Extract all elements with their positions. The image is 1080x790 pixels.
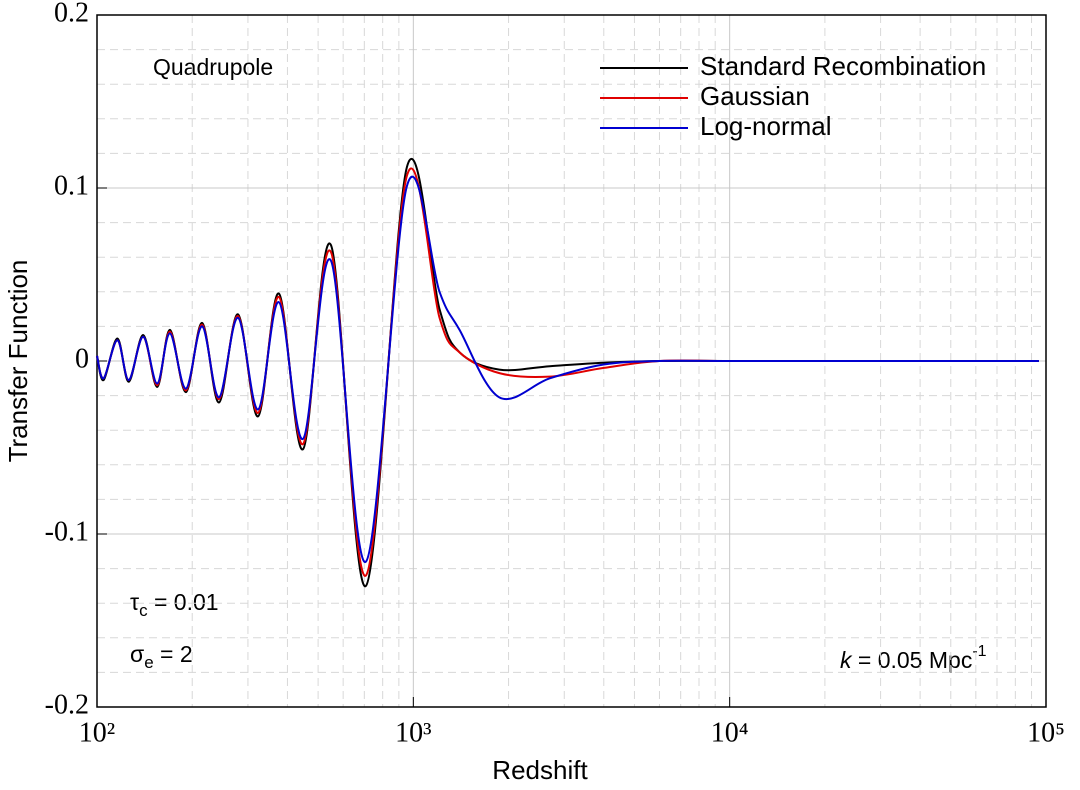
annotation: σe = 2 <box>130 641 193 672</box>
legend-label: Log-normal <box>700 111 832 141</box>
text: = 0.05 Mpc <box>852 647 973 673</box>
annotation: τc = 0.01 <box>130 589 219 620</box>
subscript: c <box>139 601 148 620</box>
y-tick-label: 0.1 <box>54 170 89 201</box>
y-tick-label: -0.2 <box>45 689 89 720</box>
x-tick-label: 10³ <box>395 717 431 748</box>
x-tick-label: 10⁵ <box>1027 717 1065 748</box>
y-tick-label: -0.1 <box>45 516 89 547</box>
x-tick-label: 10² <box>79 717 115 748</box>
y-axis-label: Transfer Function <box>3 260 33 463</box>
x-tick-label: 10⁴ <box>711 717 749 748</box>
y-tick-label: 0 <box>75 343 89 374</box>
x-axis-label: Redshift <box>492 755 588 785</box>
annotation: k = 0.05 Mpc-1 <box>840 643 987 673</box>
y-tick-label: 0.2 <box>54 0 89 28</box>
text: = 0.01 <box>148 589 219 615</box>
annotation: Quadrupole <box>153 54 273 80</box>
symbol: σ <box>130 641 144 667</box>
legend-label: Standard Recombination <box>700 51 986 81</box>
legend-label: Gaussian <box>700 81 810 111</box>
series-line <box>96 175 1039 563</box>
superscript: -1 <box>972 643 986 660</box>
symbol: k <box>840 647 853 673</box>
symbol: τ <box>130 589 139 615</box>
text: = 2 <box>154 641 193 667</box>
subscript: e <box>144 653 153 672</box>
